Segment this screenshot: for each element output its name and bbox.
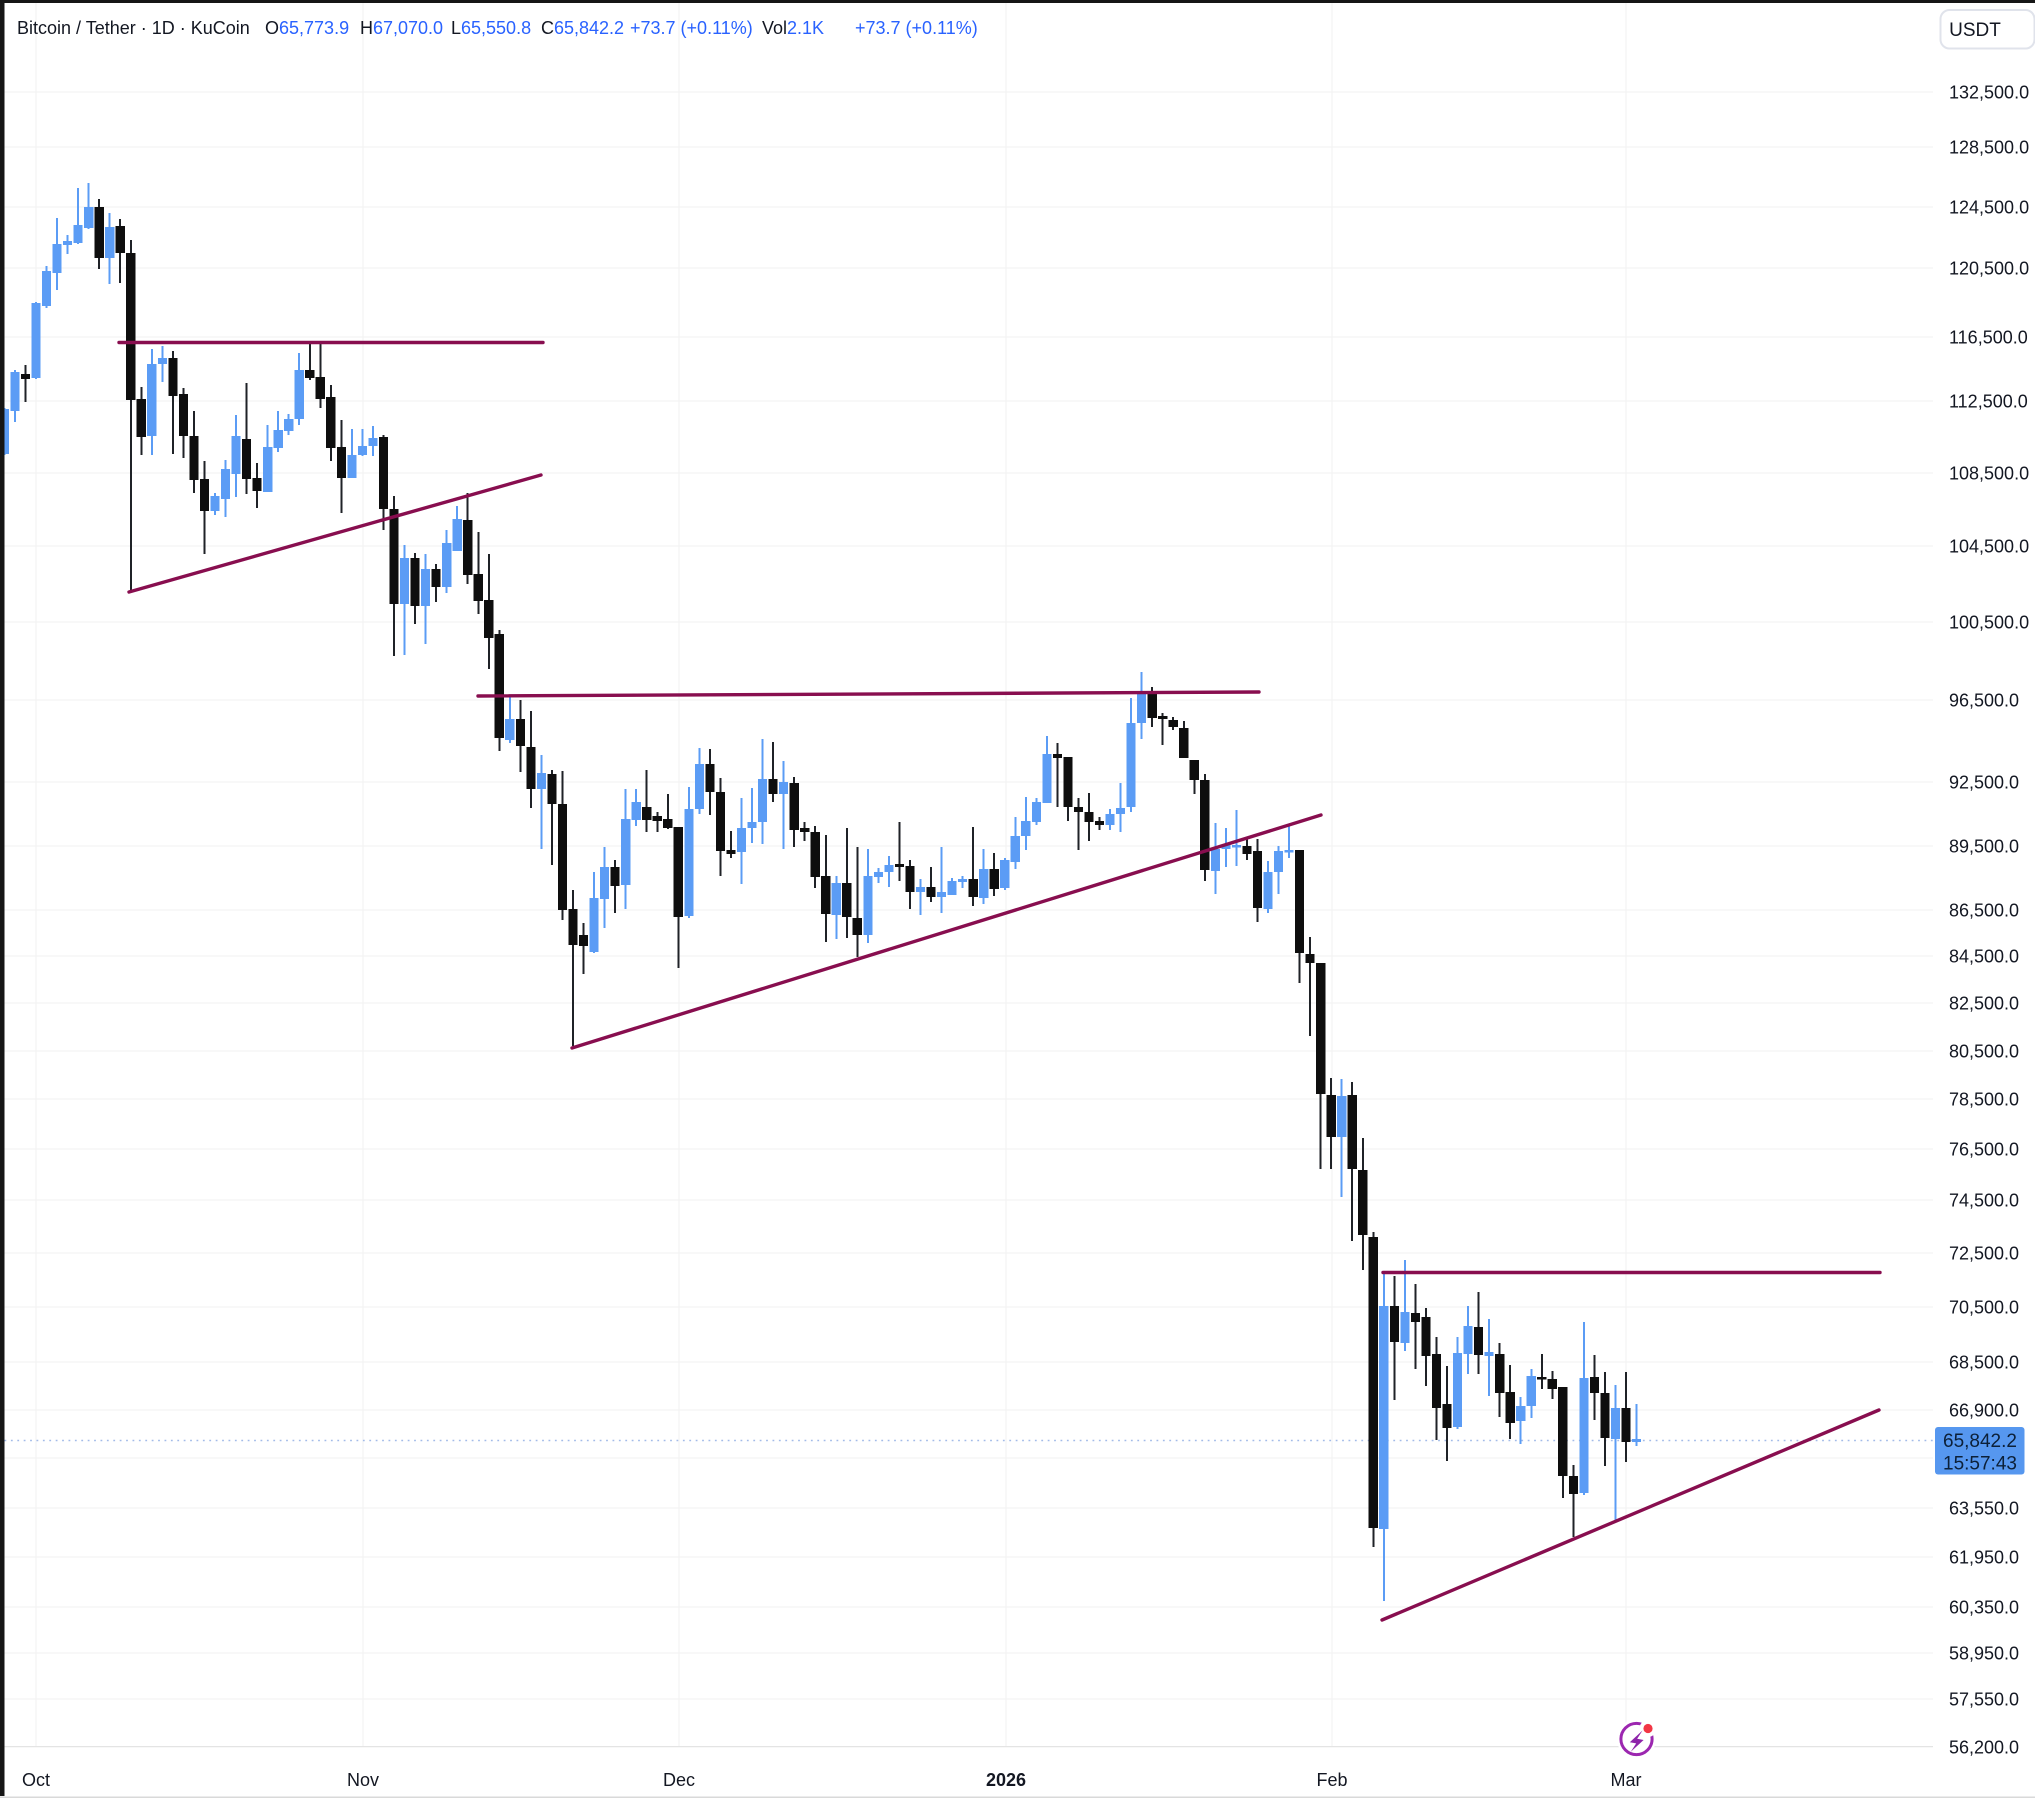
svg-text:116,500.0: 116,500.0: [1949, 327, 2028, 347]
svg-text:80,500.0: 80,500.0: [1949, 1041, 2019, 1061]
svg-text:56,200.0: 56,200.0: [1949, 1737, 2019, 1757]
svg-text:92,500.0: 92,500.0: [1949, 772, 2019, 792]
svg-text:124,500.0: 124,500.0: [1949, 197, 2029, 217]
svg-text:72,500.0: 72,500.0: [1949, 1243, 2019, 1263]
svg-text:58,950.0: 58,950.0: [1949, 1643, 2019, 1663]
svg-text:USDT: USDT: [1949, 20, 2001, 41]
svg-text:70,500.0: 70,500.0: [1949, 1297, 2019, 1317]
svg-text:Feb: Feb: [1316, 1770, 1347, 1790]
svg-text:Dec: Dec: [663, 1770, 695, 1790]
svg-text:O65,773.9: O65,773.9: [265, 18, 349, 38]
svg-text:Oct: Oct: [22, 1770, 50, 1790]
svg-text:108,500.0: 108,500.0: [1949, 463, 2029, 483]
svg-text:86,500.0: 86,500.0: [1949, 900, 2019, 920]
svg-text:100,500.0: 100,500.0: [1949, 612, 2029, 632]
svg-text:+73.7 (+0.11%): +73.7 (+0.11%): [630, 18, 753, 38]
svg-text:61,950.0: 61,950.0: [1949, 1547, 2019, 1567]
svg-text:Vol2.1K: Vol2.1K: [762, 18, 824, 38]
svg-text:74,500.0: 74,500.0: [1949, 1190, 2019, 1210]
svg-text:H67,070.0: H67,070.0: [360, 18, 443, 38]
svg-text:60,350.0: 60,350.0: [1949, 1597, 2019, 1617]
svg-text:104,500.0: 104,500.0: [1949, 536, 2029, 556]
svg-text:2026: 2026: [986, 1770, 1026, 1790]
svg-text:Mar: Mar: [1611, 1770, 1642, 1790]
svg-text:120,500.0: 120,500.0: [1949, 258, 2029, 278]
svg-text:63,550.0: 63,550.0: [1949, 1498, 2019, 1518]
svg-text:Nov: Nov: [347, 1770, 379, 1790]
svg-text:L65,550.8: L65,550.8: [451, 18, 531, 38]
svg-text:78,500.0: 78,500.0: [1949, 1089, 2019, 1109]
svg-text:C65,842.2: C65,842.2: [541, 18, 624, 38]
svg-text:84,500.0: 84,500.0: [1949, 946, 2019, 966]
svg-text:76,500.0: 76,500.0: [1949, 1139, 2019, 1159]
svg-text:96,500.0: 96,500.0: [1949, 690, 2019, 710]
svg-text:+73.7 (+0.11%): +73.7 (+0.11%): [855, 18, 978, 38]
svg-text:82,500.0: 82,500.0: [1949, 993, 2019, 1013]
svg-text:132,500.0: 132,500.0: [1949, 82, 2029, 102]
svg-text:112,500.0: 112,500.0: [1949, 391, 2028, 411]
svg-text:15:57:43: 15:57:43: [1943, 1454, 2017, 1475]
svg-text:66,900.0: 66,900.0: [1949, 1400, 2019, 1420]
svg-text:89,500.0: 89,500.0: [1949, 836, 2019, 856]
svg-text:128,500.0: 128,500.0: [1949, 137, 2029, 157]
svg-text:65,842.2: 65,842.2: [1943, 1431, 2017, 1452]
svg-text:68,500.0: 68,500.0: [1949, 1352, 2019, 1372]
svg-text:57,550.0: 57,550.0: [1949, 1689, 2019, 1709]
svg-text:Bitcoin / Tether · 1D · KuCoin: Bitcoin / Tether · 1D · KuCoin: [17, 18, 250, 38]
